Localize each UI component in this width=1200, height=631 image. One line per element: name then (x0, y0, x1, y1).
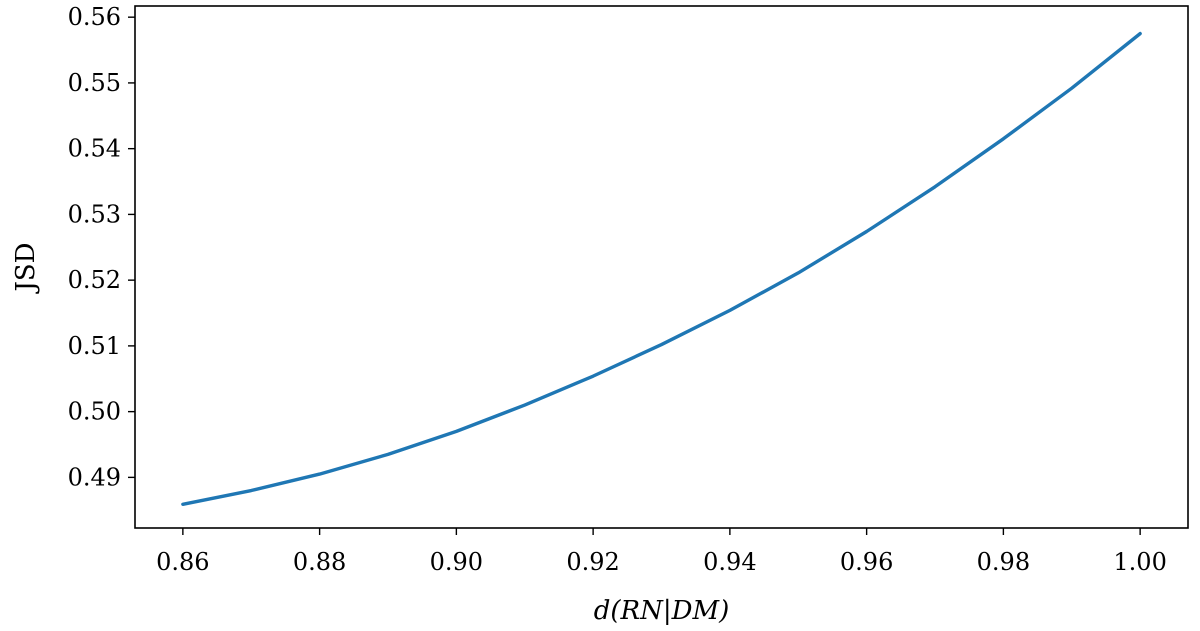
y-tick-label: 0.49 (68, 463, 121, 491)
x-axis-label: d(RN|DM) (594, 596, 729, 626)
y-tick-label: 0.51 (68, 332, 121, 360)
y-tick-label: 0.53 (68, 200, 121, 228)
x-tick-label: 0.98 (977, 548, 1030, 576)
y-tick-label: 0.54 (68, 135, 121, 163)
x-tick-label: 0.92 (566, 548, 619, 576)
y-axis-ticks: 0.49 0.50 0.51 0.52 0.53 0.54 0.55 0.56 (68, 3, 135, 491)
plot-frame (134, 5, 1189, 529)
series-line (181, 31, 1142, 507)
y-tick-label: 0.55 (68, 69, 121, 97)
x-tick-label: 0.96 (840, 548, 893, 576)
y-tick-label: 0.56 (68, 3, 121, 31)
x-tick-label: 0.86 (156, 548, 209, 576)
x-tick-label: 0.90 (430, 548, 483, 576)
x-tick-label: 0.88 (293, 548, 346, 576)
x-axis-ticks: 0.86 0.88 0.90 0.92 0.94 0.96 0.98 1.00 (156, 528, 1167, 576)
y-axis-label: JSD (11, 242, 41, 294)
series-layer (181, 31, 1142, 507)
y-tick-label: 0.50 (68, 398, 121, 426)
x-tick-label: 0.94 (703, 548, 756, 576)
x-tick-label: 1.00 (1113, 548, 1166, 576)
y-tick-label: 0.52 (68, 266, 121, 294)
